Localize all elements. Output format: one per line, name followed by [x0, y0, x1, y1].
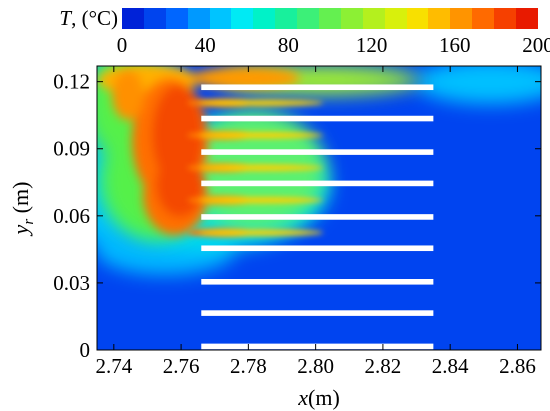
- x-tick-label: 2.84: [432, 354, 469, 378]
- colorbar-segment: [275, 8, 298, 29]
- colorbar-segment: [384, 8, 407, 29]
- fin-gap-warm-jet: [199, 164, 324, 171]
- colorbar-segment: [319, 8, 341, 29]
- y-axis-ticks: 0 0.03 0.06 0.09 0.12: [53, 70, 541, 362]
- colorbar-tick-label: 160: [439, 33, 471, 57]
- fin-gap-warm-jet: [199, 196, 324, 204]
- colorbar-segment: [450, 8, 473, 29]
- colorbar-tick-label: 0: [116, 33, 128, 57]
- colorbar-segment: [122, 8, 144, 29]
- colorbar-segment: [406, 8, 429, 29]
- x-axis-ticks: 2.74 2.76 2.78 2.80 2.82 2.84 2.86: [95, 66, 536, 378]
- colorbar-tick-label: 80: [277, 33, 299, 57]
- colorbar-segment: [494, 8, 517, 29]
- field-hot-core: [98, 66, 300, 235]
- fin-plate: [201, 343, 434, 350]
- x-tick-label: 2.80: [297, 354, 334, 378]
- colorbar-tick-label: 200: [522, 33, 550, 57]
- y-tick-label: 0.09: [53, 137, 90, 161]
- colorbar: [122, 8, 538, 29]
- colorbar-variable: T: [59, 6, 72, 30]
- colorbar-segment: [516, 8, 538, 29]
- fin-plate: [201, 180, 434, 187]
- fin-plate: [201, 310, 434, 316]
- colorbar-segment: [187, 8, 210, 29]
- fin-gap-warm-jet: [199, 229, 324, 236]
- x-tick-label: 2.86: [499, 354, 536, 378]
- colorbar-segment: [340, 8, 363, 29]
- x-axis-unit: (m): [308, 385, 340, 410]
- colorbar-unit: , (°C): [71, 6, 118, 30]
- x-axis-variable: x: [297, 385, 308, 410]
- colorbar-segment: [209, 8, 232, 29]
- fin-plate: [201, 245, 434, 252]
- x-tick-label: 2.76: [163, 354, 200, 378]
- colorbar-segment: [297, 8, 320, 29]
- field-fin-gaps: [187, 98, 324, 238]
- y-axis-label: yr (m): [8, 182, 37, 237]
- colorbar-tick-label: 40: [194, 33, 216, 57]
- fin-plate: [201, 214, 434, 220]
- fin-gap-warm-jet: [199, 132, 324, 139]
- colorbar-segment: [231, 8, 254, 29]
- y-axis-unit: (m): [8, 182, 33, 219]
- colorbar-segment: [253, 8, 276, 29]
- fin-plates: [201, 84, 434, 350]
- y-tick-label: 0.03: [53, 271, 90, 295]
- y-axis-variable: y: [8, 224, 33, 236]
- colorbar-title: T, (°C): [0, 6, 118, 32]
- colorbar-segment: [143, 8, 166, 29]
- y-tick-label: 0.06: [53, 204, 90, 228]
- colorbar-tick-label: 120: [355, 33, 388, 57]
- fin-plate: [201, 84, 434, 91]
- colorbar-segment: [165, 8, 188, 29]
- colorbar-segment: [472, 8, 495, 29]
- x-axis-label: x(m): [297, 385, 340, 410]
- fin-gap-warm-jet: [199, 99, 324, 107]
- y-tick-label: 0: [80, 338, 91, 362]
- x-tick-label: 2.78: [230, 354, 267, 378]
- y-tick-label: 0.12: [53, 70, 90, 94]
- temperature-field: [97, 66, 541, 350]
- fin-plate: [201, 115, 434, 122]
- fin-plate: [201, 279, 434, 285]
- colorbar-segment: [428, 8, 451, 29]
- x-tick-label: 2.74: [95, 354, 132, 378]
- y-axis-subscript: r: [21, 219, 37, 225]
- x-tick-label: 2.82: [365, 354, 402, 378]
- colorbar-segment: [362, 8, 385, 29]
- plot-frame: [96, 65, 542, 351]
- fin-plate: [201, 149, 434, 155]
